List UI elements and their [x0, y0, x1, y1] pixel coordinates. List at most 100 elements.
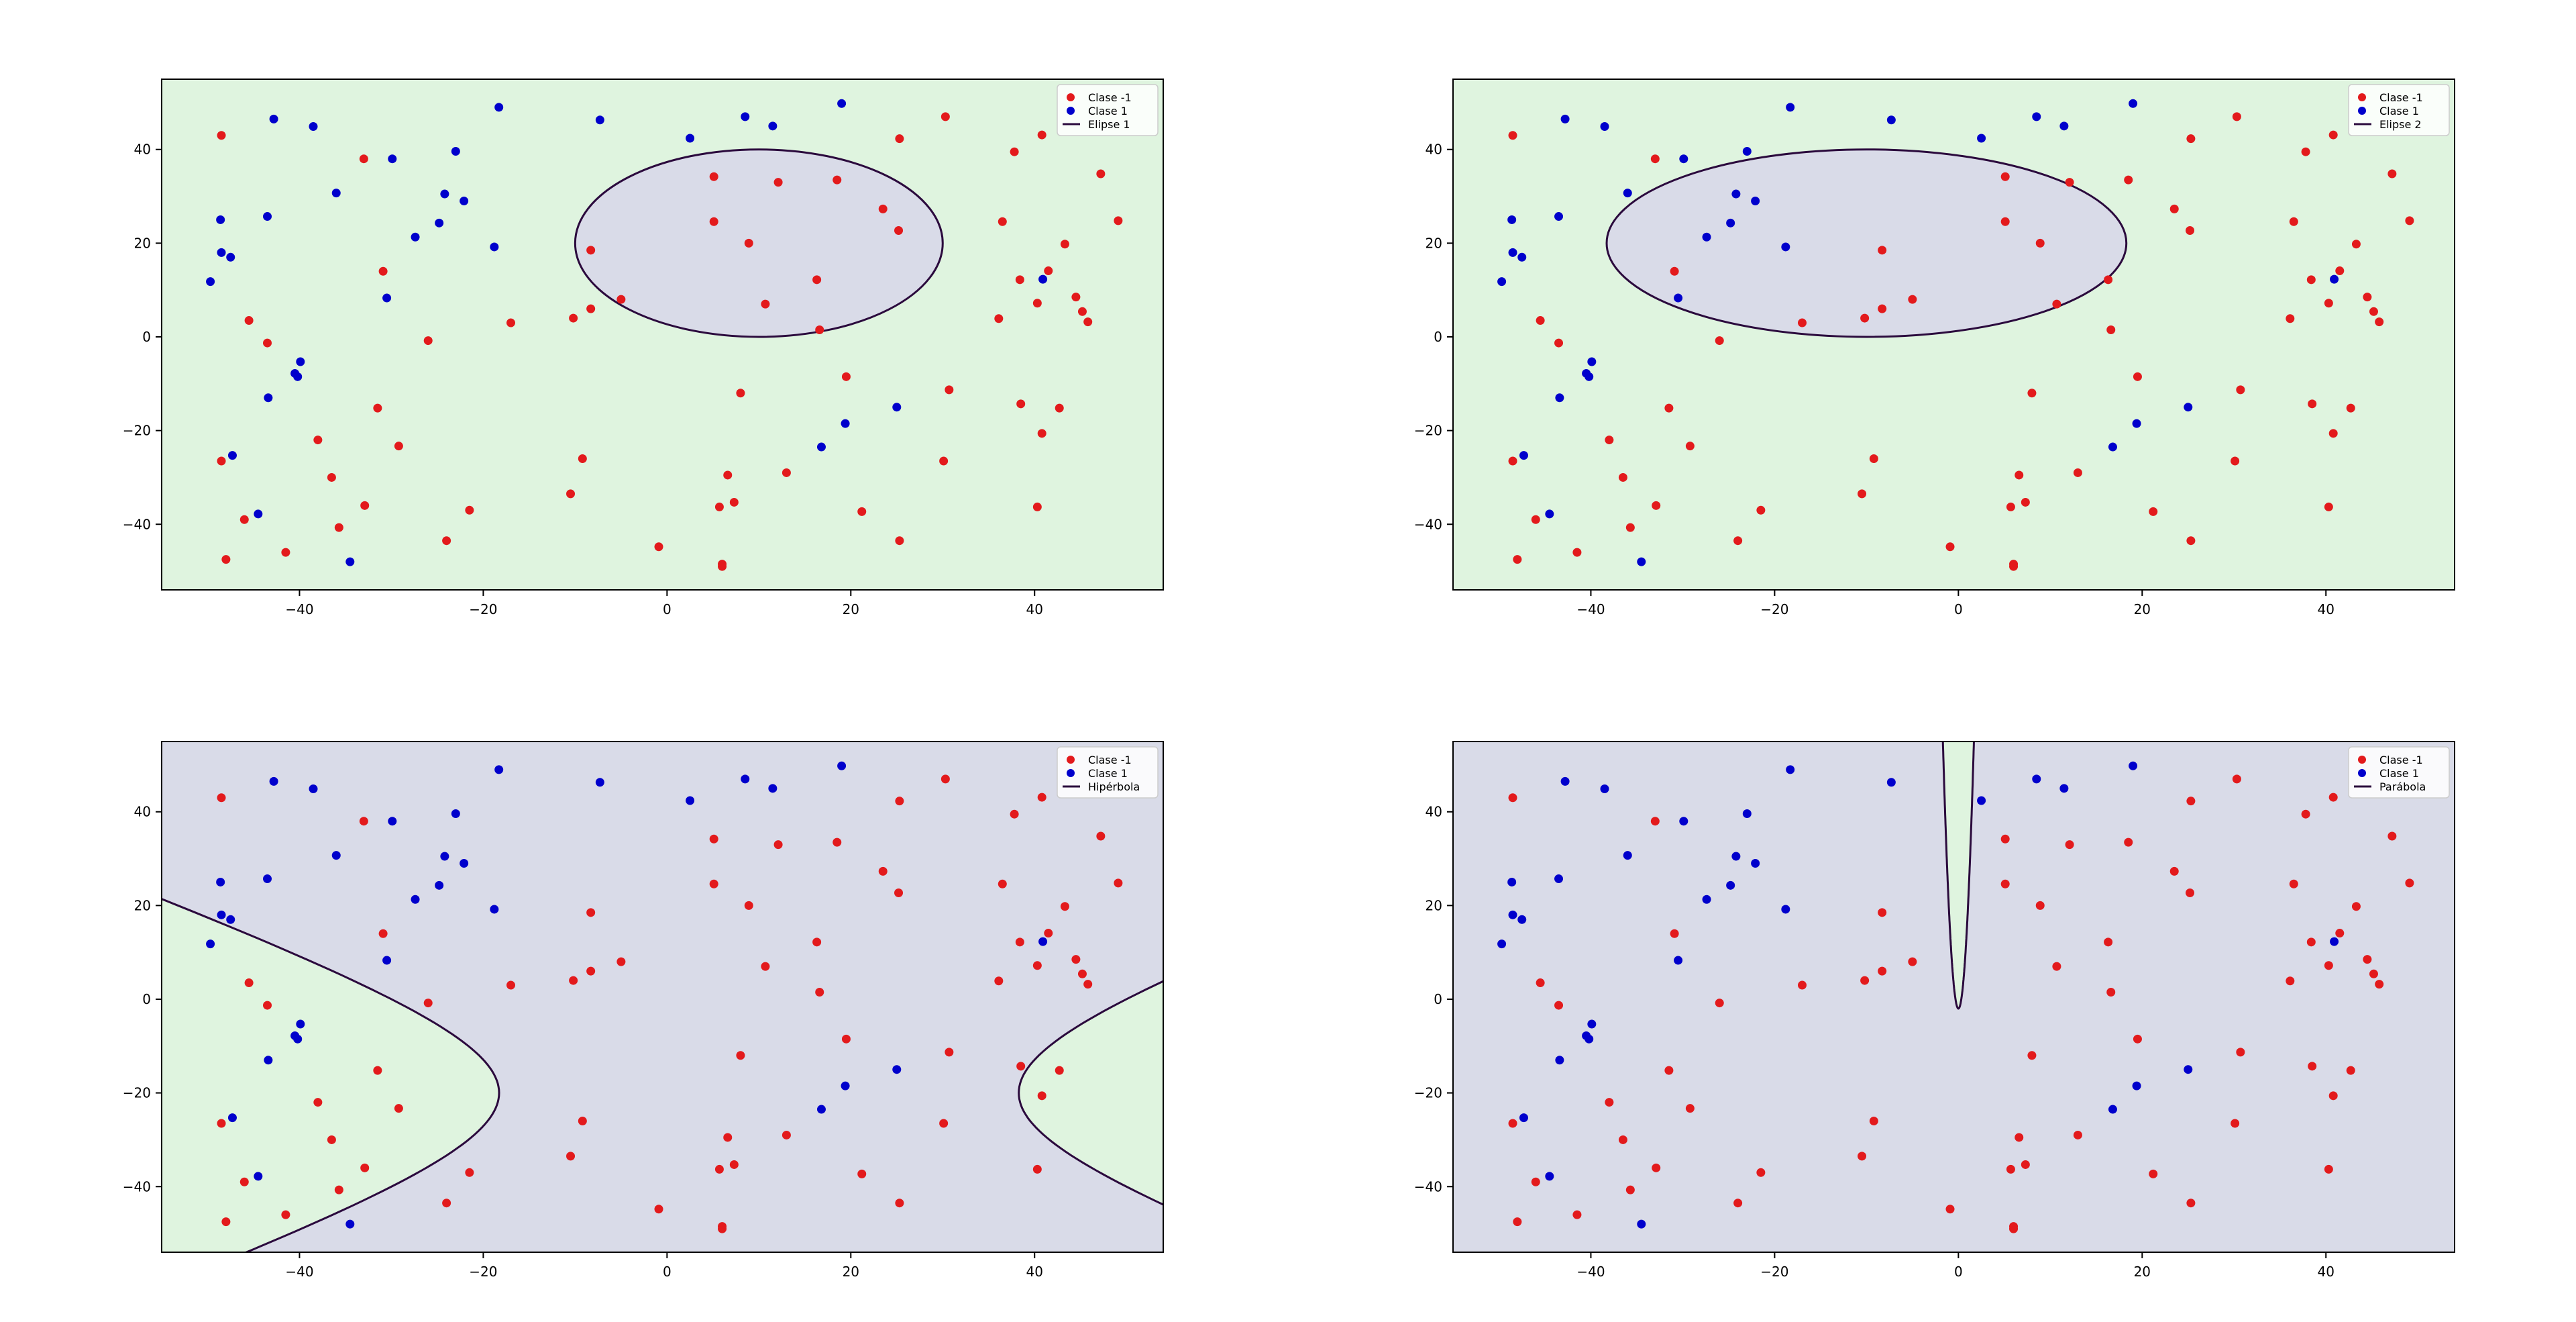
legend-label-pos: Clase 1 — [1088, 767, 1128, 780]
point-class-neg — [815, 988, 824, 997]
point-class-neg — [217, 1119, 226, 1128]
plot-area — [162, 79, 1163, 590]
point-class-neg — [506, 980, 515, 990]
point-class-neg — [616, 957, 626, 966]
point-class-neg — [1037, 793, 1046, 802]
point-class-neg — [2015, 1133, 2024, 1142]
axes-frame — [161, 741, 1164, 1253]
point-class-neg — [998, 879, 1007, 888]
point-class-neg — [2306, 275, 2316, 285]
point-class-pos — [411, 895, 420, 904]
y-tick-label: 0 — [1434, 991, 1442, 1007]
point-class-neg — [2124, 175, 2133, 185]
point-class-neg — [2106, 325, 2116, 335]
point-class-neg — [994, 976, 1004, 986]
point-class-pos — [345, 1219, 355, 1229]
point-class-neg — [2232, 774, 2241, 784]
point-class-neg — [714, 1164, 724, 1174]
point-class-neg — [2306, 937, 2316, 947]
point-class-neg — [2186, 797, 2196, 806]
point-class-pos — [1623, 851, 1632, 860]
point-class-pos — [2032, 774, 2041, 784]
point-class-neg — [221, 555, 231, 564]
point-class-pos — [768, 784, 777, 793]
point-class-neg — [709, 879, 718, 888]
point-class-neg — [1625, 523, 1635, 532]
point-class-neg — [812, 937, 822, 947]
point-class-neg — [2405, 878, 2414, 888]
point-class-neg — [1096, 831, 1106, 841]
point-class-neg — [327, 472, 336, 482]
point-class-pos — [1587, 357, 1597, 366]
legend-label-curve: Parábola — [2379, 780, 2426, 793]
point-class-neg — [281, 548, 290, 557]
point-class-neg — [895, 1199, 904, 1208]
point-class-neg — [2351, 902, 2361, 911]
point-class-neg — [360, 1163, 370, 1172]
point-class-neg — [2328, 1091, 2338, 1101]
point-class-pos — [226, 915, 235, 924]
point-class-neg — [1077, 969, 1087, 978]
point-class-pos — [1679, 154, 1688, 164]
point-class-neg — [1650, 817, 1660, 826]
point-class-neg — [709, 217, 718, 226]
point-class-neg — [1869, 454, 1878, 464]
point-class-neg — [1945, 1205, 1955, 1214]
point-class-neg — [1071, 293, 1081, 302]
point-class-neg — [1878, 246, 1887, 255]
point-class-pos — [388, 817, 397, 826]
point-class-pos — [816, 442, 826, 452]
y-tick-label: 0 — [142, 329, 151, 345]
point-class-neg — [2301, 147, 2310, 156]
x-tick-label: 40 — [1026, 601, 1043, 617]
point-class-neg — [1032, 299, 1042, 308]
point-class-pos — [440, 852, 449, 861]
point-class-neg — [566, 489, 576, 499]
point-class-neg — [815, 325, 824, 335]
y-tick-label: 40 — [1426, 142, 1442, 158]
point-class-neg — [1055, 403, 1064, 413]
plot-area — [1453, 742, 2455, 1252]
axes-frame — [1452, 741, 2455, 1253]
x-tick-label: 0 — [1954, 1264, 1963, 1280]
point-class-neg — [2369, 969, 2378, 978]
legend-marker-pos — [1067, 769, 1075, 777]
x-tick-label: −20 — [469, 601, 497, 617]
point-class-neg — [1756, 1168, 1766, 1177]
point-class-neg — [586, 908, 596, 917]
y-tick-label: 40 — [1426, 804, 1442, 820]
point-class-neg — [714, 502, 724, 511]
point-class-neg — [1858, 489, 1867, 499]
point-class-neg — [2073, 1130, 2082, 1139]
point-class-neg — [857, 1169, 867, 1178]
y-tick-label: −40 — [123, 1178, 151, 1194]
point-class-pos — [1507, 877, 1517, 886]
point-class-pos — [1674, 293, 1683, 303]
point-class-pos — [494, 765, 504, 774]
point-class-neg — [221, 1217, 231, 1227]
point-class-pos — [1554, 874, 1564, 884]
point-class-pos — [216, 877, 225, 886]
point-class-neg — [736, 1051, 745, 1060]
point-class-pos — [269, 776, 278, 786]
y-tick-label: −20 — [123, 423, 151, 439]
point-class-neg — [2363, 293, 2372, 302]
decision-boundary-parabola — [1941, 742, 1975, 1010]
point-class-pos — [1637, 1219, 1646, 1229]
point-class-neg — [1652, 1163, 1661, 1172]
point-class-neg — [2308, 399, 2317, 409]
y-tick-label: −20 — [1414, 423, 1442, 439]
x-tick-label: −40 — [1576, 1264, 1605, 1280]
point-class-pos — [1517, 915, 1527, 924]
point-class-neg — [2000, 834, 2010, 844]
point-class-pos — [269, 114, 278, 123]
point-class-neg — [1625, 1185, 1635, 1194]
y-tick-label: 40 — [134, 142, 151, 158]
point-class-neg — [709, 172, 718, 181]
point-class-neg — [1096, 169, 1106, 179]
point-class-pos — [227, 1113, 237, 1123]
point-class-neg — [2009, 562, 2019, 571]
x-tick-label: −40 — [285, 1264, 313, 1280]
point-class-neg — [239, 515, 249, 524]
